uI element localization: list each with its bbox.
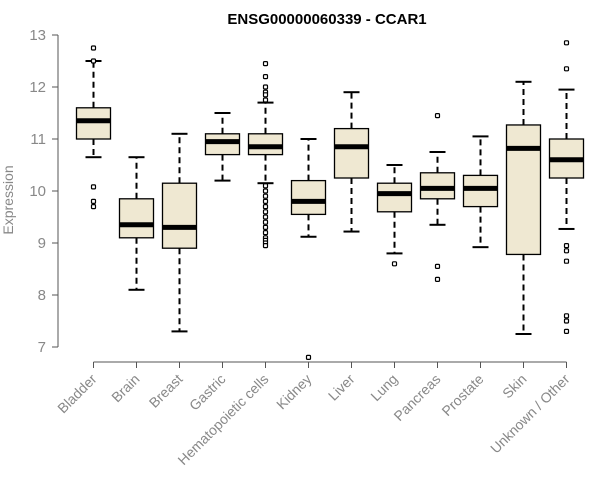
- outlier-point: [262, 230, 269, 236]
- outlier-point: [563, 243, 570, 249]
- boxes: [75, 40, 585, 360]
- outlier-point: [563, 258, 570, 264]
- iqr-box: [462, 174, 499, 208]
- box-5: [247, 60, 284, 249]
- x-tick-label: Gastric: [186, 371, 229, 414]
- chart-title: ENSG00000060339 - CCAR1: [227, 11, 426, 28]
- outlier-point: [262, 243, 269, 249]
- iqr-box: [505, 124, 542, 256]
- outlier-point: [262, 84, 269, 90]
- outlier-point: [90, 204, 97, 210]
- outlier-point: [262, 214, 269, 220]
- box-6: [290, 138, 327, 360]
- box-11: [505, 80, 542, 335]
- outlier-point: [90, 58, 97, 64]
- outlier-point: [90, 184, 97, 190]
- outlier-point: [262, 198, 269, 204]
- box-9: [419, 112, 456, 282]
- outlier-point: [262, 193, 269, 199]
- y-tick-label: 7: [38, 339, 46, 356]
- box-2: [118, 156, 155, 291]
- x-tick-label: Unknown / Other: [487, 371, 573, 457]
- y-tick-label: 10: [29, 183, 46, 200]
- outlier-point: [262, 60, 269, 67]
- iqr-box: [204, 133, 241, 156]
- y-tick-label: 11: [30, 131, 46, 148]
- box-3: [161, 132, 198, 333]
- box-10: [462, 135, 499, 249]
- x-tick-label: Pancreas: [390, 371, 443, 424]
- y-tick-label: 13: [29, 27, 46, 44]
- x-tick-label: Prostate: [438, 371, 486, 419]
- outlier-point: [90, 198, 97, 204]
- iqr-box: [118, 198, 155, 239]
- outlier-point: [434, 263, 441, 269]
- outlier-point: [434, 112, 441, 119]
- iqr-box: [75, 107, 112, 140]
- box-8: [376, 164, 413, 267]
- box-12: [548, 40, 585, 334]
- outlier-point: [563, 313, 570, 319]
- outlier-point: [563, 248, 570, 254]
- box-7: [333, 91, 370, 233]
- iqr-box: [376, 182, 413, 213]
- iqr-box: [247, 133, 284, 156]
- outlier-point: [262, 92, 269, 98]
- outlier-point: [262, 204, 269, 210]
- x-tick-label: Bladder: [54, 371, 100, 417]
- outlier-point: [563, 328, 570, 334]
- x-tick-label: Kidney: [273, 371, 315, 413]
- outlier-point: [262, 183, 269, 189]
- outlier-point: [90, 45, 97, 51]
- outlier-point: [391, 261, 398, 267]
- x-tick-label: Skin: [499, 371, 530, 402]
- outlier-point: [262, 209, 269, 215]
- outlier-point: [262, 224, 269, 230]
- y-axis-label: Expression: [0, 165, 16, 234]
- x-tick-label: Brain: [108, 371, 142, 405]
- outlier-point: [563, 66, 570, 72]
- axes: 7 8 9 10 11 12 13: [29, 27, 567, 363]
- iqr-box: [161, 182, 198, 249]
- iqr-box: [419, 172, 456, 200]
- outlier-point: [262, 219, 269, 225]
- x-tick-label: Lung: [367, 371, 400, 404]
- iqr-box: [333, 127, 370, 179]
- outlier-point: [563, 40, 570, 46]
- iqr-box: [290, 179, 327, 216]
- outlier-point: [305, 354, 312, 360]
- y-tick-label: 8: [38, 287, 46, 304]
- outlier-point: [262, 97, 269, 103]
- x-tick-label: Breast: [146, 371, 186, 411]
- outlier-point: [262, 188, 269, 194]
- box-4: [204, 112, 241, 182]
- box-1: [75, 45, 112, 210]
- outlier-point: [434, 276, 441, 282]
- outlier-point: [563, 318, 570, 324]
- x-tick-label: Liver: [325, 371, 358, 404]
- outlier-point: [262, 73, 269, 80]
- y-tick-label: 9: [38, 235, 46, 252]
- y-tick-label: 12: [29, 79, 46, 96]
